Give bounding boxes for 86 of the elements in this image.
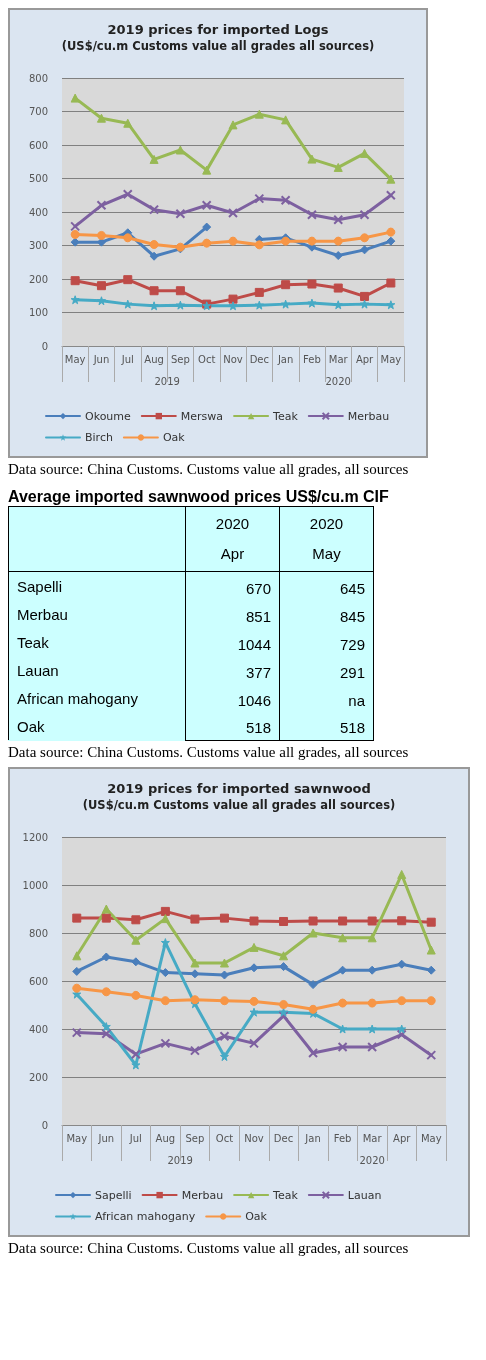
x-tick-label: Jun: [97, 1132, 115, 1143]
text: na: [279, 684, 374, 712]
data-label: 670: [185, 571, 280, 600]
legend-label: Teak: [272, 1188, 299, 1202]
x-tick-label: Jul: [128, 1132, 142, 1143]
x-tick-label: May: [420, 1132, 442, 1143]
y-tick-label: 100: [28, 307, 48, 318]
legend-label: Merswa: [180, 409, 224, 423]
data-label: 377: [185, 656, 280, 684]
source-note: Data source: China Customs. Customs value all grades, all sources: [8, 460, 410, 478]
legend-label: Birch: [85, 431, 113, 444]
x-tick-label: Nov: [244, 1132, 264, 1143]
chart-subtitle: (US$/cu.m Customs value all grades all sources): [61, 39, 375, 53]
text: Average imported sawnwood prices US$/cu.m CIF: [8, 488, 390, 506]
x-tick-label: Oct: [198, 353, 216, 365]
x-tick-label: Sep: [170, 353, 190, 365]
data-label: 518: [279, 712, 374, 740]
x-tick-label: Mar: [328, 353, 349, 365]
x-tick-label: Nov: [223, 353, 243, 365]
x-tick-label: Dec: [249, 353, 269, 365]
x-tick-label: Oct: [215, 1132, 234, 1143]
x-tick-label: Jan: [304, 1132, 321, 1143]
source-note: Data source: China Customs. Customs value all grades, all sources: [8, 742, 410, 761]
data-label: 851: [185, 600, 280, 628]
y-tick-label: 0: [41, 1119, 48, 1130]
category-label: Teak: [8, 628, 186, 656]
x-tick-label: Mar: [362, 1132, 383, 1143]
y-tick-label: 300: [28, 240, 48, 251]
category-label: Sapelli: [8, 571, 186, 600]
y-tick-label: 600: [28, 975, 48, 986]
chart-subtitle: (US$/cu.m Customs value all grades all sources): [82, 797, 396, 812]
y-tick-label: 200: [28, 1071, 48, 1082]
data-label: 845: [279, 600, 374, 628]
text: 2020 May: [308, 514, 345, 564]
x-tick-label: Dec: [273, 1132, 294, 1143]
category-label: Lauan: [8, 656, 186, 684]
chart-title: 2019 prices for imported sawnwood: [107, 780, 371, 796]
legend-label: Oak: [162, 431, 186, 444]
y-tick-label: 600: [28, 139, 48, 151]
x-tick-label: May: [380, 353, 402, 365]
legend-label: Lauan: [347, 1188, 382, 1202]
y-tick-label: 800: [28, 927, 48, 938]
x-tick-label: Feb: [303, 353, 321, 365]
y-tick-label: 1200: [22, 831, 48, 842]
legend-label: Teak: [272, 409, 299, 423]
x-tick-label: May: [64, 353, 86, 365]
x-tick-label: Sep: [185, 1132, 205, 1143]
chart-title: 2019 prices for imported Logs: [107, 22, 329, 37]
y-tick-label: 400: [28, 206, 48, 218]
legend-label: Merbau: [181, 1188, 224, 1202]
text: 2019: [154, 375, 180, 387]
category-label: Oak: [8, 712, 186, 740]
x-tick-label: Jun: [92, 353, 110, 365]
text: 2020: [325, 375, 351, 387]
legend-label: Okoume: [85, 409, 132, 423]
series-label: 2020 Apr: [214, 514, 251, 564]
y-tick-label: 500: [28, 173, 48, 184]
x-tick-label: Apr: [393, 1132, 412, 1143]
data-label: 291: [279, 656, 374, 684]
x-tick-label: Aug: [144, 353, 164, 365]
legend-label: African mahogany: [95, 1209, 196, 1223]
data-label: 1046: [185, 684, 280, 712]
legend-label: Merbau: [347, 409, 390, 423]
x-tick-label: Jan: [276, 353, 294, 365]
y-tick-label: 1000: [22, 879, 48, 890]
text: 2019: [167, 1154, 193, 1165]
legend-label: Sapelli: [95, 1188, 132, 1202]
x-tick-label: Apr: [355, 353, 375, 365]
legend-label: Oak: [245, 1209, 268, 1223]
data-label: 645: [279, 571, 374, 600]
y-tick-label: 700: [28, 106, 48, 117]
category-label: African mahogany: [8, 684, 186, 712]
y-tick-label: 800: [28, 72, 48, 84]
category-label: Merbau: [8, 600, 186, 628]
data-label: 518: [185, 712, 280, 740]
y-tick-label: 200: [28, 273, 48, 285]
x-tick-label: Feb: [333, 1132, 352, 1143]
x-tick-label: Jul: [120, 353, 134, 365]
x-tick-label: Aug: [155, 1132, 176, 1143]
source-note: Data source: China Customs. Customs value all grades, all sources: [8, 1238, 410, 1257]
data-label: 1044: [185, 628, 280, 656]
data-label: 729: [279, 628, 374, 656]
x-tick-label: May: [66, 1132, 88, 1143]
y-tick-label: 0: [41, 340, 48, 352]
y-tick-label: 400: [28, 1023, 48, 1034]
text: 2020: [359, 1154, 385, 1165]
